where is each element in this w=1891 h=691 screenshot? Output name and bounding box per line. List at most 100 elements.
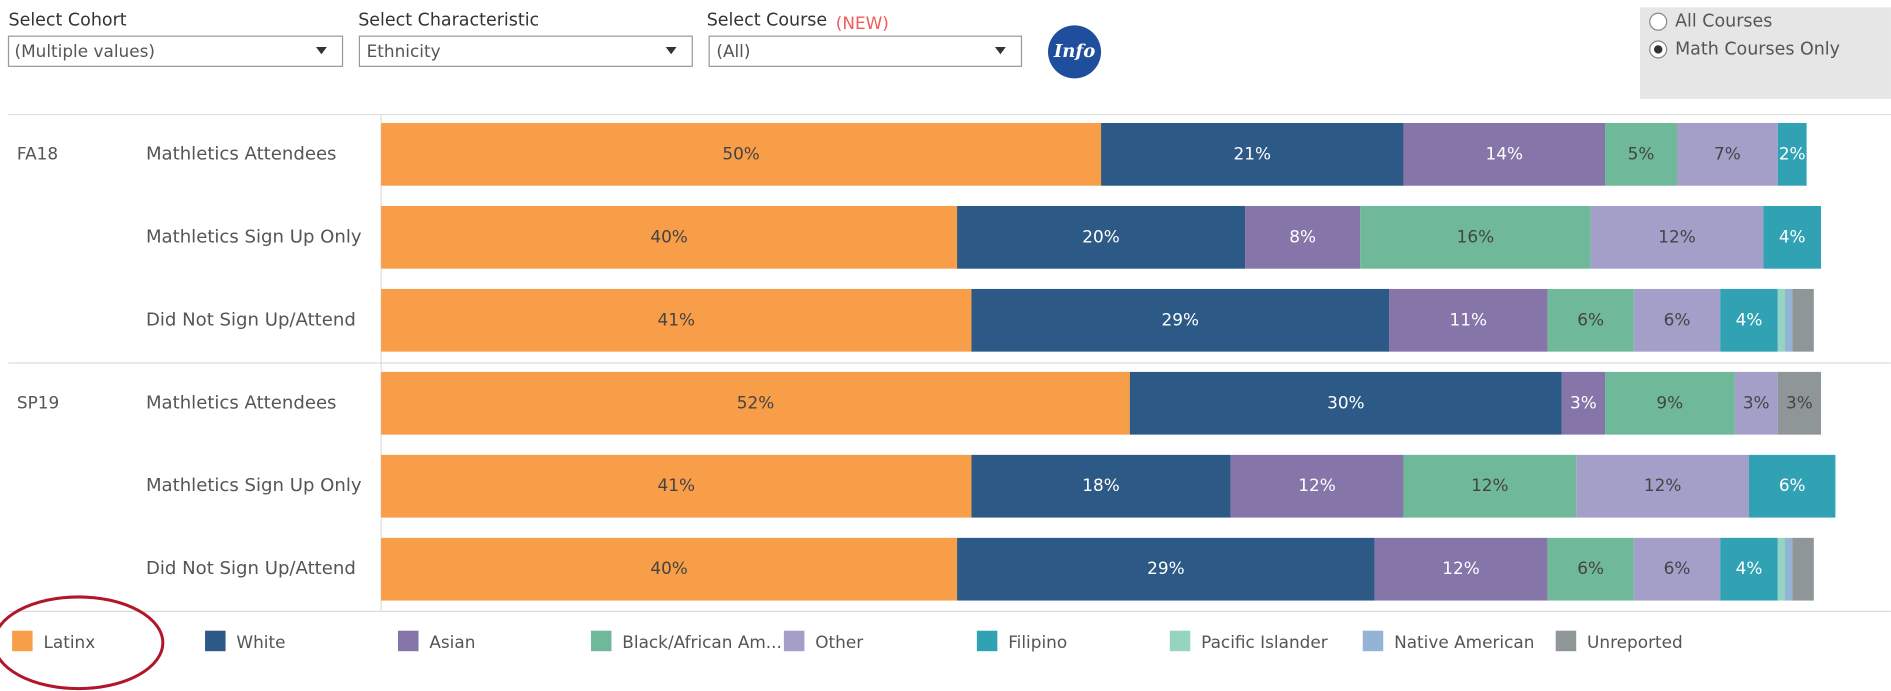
legend-label: Asian (429, 632, 475, 652)
legend-swatch (205, 630, 226, 652)
course-dropdown[interactable] (708, 35, 1023, 67)
bar-segment (1547, 288, 1634, 352)
value-label: 20% (1082, 226, 1120, 246)
legend-swatch (1362, 630, 1384, 652)
bar-segment (971, 288, 1390, 352)
value-label: 4% (1736, 558, 1763, 578)
course-badge: (NEW) (836, 13, 889, 33)
value-label: 41% (658, 309, 696, 329)
cohort-label: SP19 (17, 392, 59, 412)
row-label: Mathletics Sign Up Only (146, 226, 362, 247)
radio-panel (1640, 7, 1891, 99)
course-value: (All) (716, 41, 750, 61)
bar-segment (1374, 537, 1548, 601)
bar-segment (1230, 454, 1404, 518)
cohort-dropdown[interactable] (7, 35, 344, 67)
bar-segment (1129, 371, 1562, 435)
dropdown-arrow (665, 47, 677, 55)
bar-segment (957, 537, 1375, 601)
value-label: 3% (1570, 392, 1597, 412)
value-label: 18% (1082, 475, 1120, 495)
bar-segment (1605, 371, 1735, 435)
bar-segment (1633, 288, 1721, 352)
value-label: 14% (1485, 143, 1523, 163)
bar-segment (1777, 123, 1807, 186)
value-label: 8% (1289, 226, 1316, 246)
radio-label: Math Courses Only (1675, 39, 1840, 59)
bar-segment (1777, 288, 1786, 352)
radio-button[interactable] (1649, 12, 1668, 31)
bar-segment (1403, 454, 1577, 518)
cohort-label: FA18 (17, 143, 58, 163)
bar-segment (1720, 288, 1778, 352)
value-label: 4% (1736, 309, 1763, 329)
bar-segment (1576, 454, 1750, 518)
legend-swatch (398, 630, 419, 652)
bar-segment (1734, 371, 1778, 435)
characteristic-dropdown[interactable] (358, 35, 693, 67)
bar-segment (1792, 537, 1814, 601)
value-label: 50% (722, 143, 760, 163)
characteristic-value: Ethnicity (367, 41, 441, 61)
legend-swatch (976, 630, 998, 652)
bar-segment (1633, 537, 1721, 601)
value-label: 7% (1714, 143, 1741, 163)
legend-label: White (236, 632, 285, 652)
value-label: 12% (1442, 558, 1480, 578)
value-label: 12% (1298, 475, 1336, 495)
bar-segment (381, 537, 958, 601)
row-label: Mathletics Attendees (146, 392, 337, 413)
cohort-label: Select Cohort (8, 11, 126, 31)
bar-segment (1792, 288, 1814, 352)
legend-swatch (1169, 630, 1191, 652)
legend-swatch (590, 630, 612, 652)
bar-segment (381, 454, 972, 518)
characteristic-label: Select Characteristic (358, 11, 539, 31)
value-label: 3% (1743, 392, 1770, 412)
value-label: 21% (1233, 143, 1271, 163)
annotation-circle (0, 595, 165, 691)
bar-segment (1561, 371, 1606, 435)
legend-swatch (1555, 630, 1577, 652)
legend-swatch (783, 630, 805, 652)
cohort-value: (Multiple values) (15, 41, 155, 61)
legend-label: Latinx (43, 632, 95, 652)
value-label: 3% (1786, 392, 1813, 412)
bar-segment (957, 205, 1246, 269)
value-label: 41% (658, 475, 696, 495)
value-label: 12% (1471, 475, 1509, 495)
value-label: 9% (1656, 392, 1683, 412)
bar-segment (1677, 123, 1778, 186)
value-label: 6% (1577, 309, 1604, 329)
value-label: 6% (1664, 558, 1691, 578)
value-label: 29% (1162, 309, 1200, 329)
value-label: 12% (1658, 226, 1696, 246)
row-label: Did Not Sign Up/Attend (146, 309, 356, 330)
bar-segment (381, 123, 1102, 186)
value-label: 5% (1628, 143, 1655, 163)
row-label: Did Not Sign Up/Attend (146, 558, 356, 579)
value-label: 12% (1644, 475, 1682, 495)
bar-segment (1785, 537, 1793, 601)
legend-label: Other (815, 632, 863, 652)
value-label: 40% (650, 226, 688, 246)
value-label: 52% (737, 392, 775, 412)
radio-dot (1653, 45, 1663, 54)
bar-segment (1777, 537, 1786, 601)
value-label: 6% (1577, 558, 1604, 578)
row-label: Mathletics Attendees (146, 143, 337, 164)
value-label: 11% (1449, 309, 1487, 329)
value-label: 6% (1664, 309, 1691, 329)
value-label: 29% (1147, 558, 1185, 578)
legend-label: Pacific Islander (1201, 632, 1328, 652)
bar-segment (1590, 205, 1764, 269)
dropdown-arrow (316, 47, 327, 55)
value-label: 30% (1327, 392, 1365, 412)
info-text: Info (1053, 41, 1095, 62)
value-label: 16% (1457, 226, 1495, 246)
value-label: 2% (1779, 143, 1806, 163)
bar-segment (1763, 205, 1822, 269)
legend-label: Filipino (1008, 632, 1067, 652)
info-button[interactable] (1048, 25, 1102, 79)
bar-segment (1245, 205, 1361, 269)
